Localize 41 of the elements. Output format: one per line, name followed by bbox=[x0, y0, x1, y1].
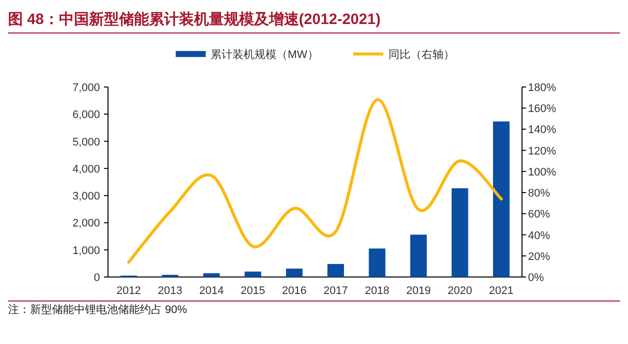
x-tick-label: 2019 bbox=[406, 285, 431, 297]
x-tick-label: 2017 bbox=[323, 285, 348, 297]
y2-tick-label: 160% bbox=[528, 103, 556, 116]
y-tick-label: 6,000 bbox=[72, 109, 100, 122]
y2-tick-label: 40% bbox=[528, 230, 550, 242]
y-tick-label: 0 bbox=[94, 272, 100, 284]
x-tick-label: 2015 bbox=[240, 285, 266, 297]
y2-tick-label: 180% bbox=[528, 82, 556, 94]
line-series bbox=[127, 98, 503, 264]
chart-title: 图 48：中国新型储能累计装机量规模及增速(2012-2021) bbox=[8, 10, 381, 28]
y2-tick-label: 80% bbox=[528, 188, 550, 200]
y2-tick-label: 120% bbox=[528, 145, 556, 158]
x-tick-label: 2021 bbox=[489, 285, 514, 297]
y-tick-label: 7,000 bbox=[72, 82, 100, 94]
y2-tick-label: 0% bbox=[528, 272, 544, 284]
bar bbox=[286, 268, 303, 277]
y2-tick-label: 20% bbox=[528, 250, 550, 263]
y2-tick-label: 60% bbox=[528, 208, 550, 221]
y-tick-label: 5,000 bbox=[72, 136, 100, 148]
x-tick-label: 2020 bbox=[448, 285, 472, 297]
bar bbox=[327, 264, 344, 277]
x-tick-label: 2013 bbox=[158, 285, 182, 297]
text: 注：新型储能中锂电池储能约占 90% bbox=[8, 303, 188, 316]
y2-tick-label: 140% bbox=[528, 124, 556, 136]
bar bbox=[244, 272, 262, 277]
y-tick-label: 3,000 bbox=[72, 190, 100, 203]
x-tick-label: 2012 bbox=[116, 285, 141, 297]
bar bbox=[203, 273, 220, 277]
bar bbox=[368, 248, 386, 277]
y2-tick-label: 100% bbox=[528, 166, 556, 178]
y-tick-label: 2,000 bbox=[72, 218, 100, 230]
legend-label: 同比（右轴） bbox=[388, 48, 454, 61]
bar bbox=[410, 234, 427, 277]
y-tick-label: 4,000 bbox=[72, 163, 100, 176]
y-tick-label: 1,000 bbox=[72, 244, 100, 257]
bar bbox=[493, 121, 510, 277]
x-tick-label: 2016 bbox=[282, 285, 307, 297]
bar bbox=[452, 188, 468, 277]
legend-label: 累计装机规模（MW） bbox=[210, 48, 318, 61]
x-tick-label: 2018 bbox=[364, 285, 390, 297]
x-tick-label: 2014 bbox=[199, 285, 224, 297]
